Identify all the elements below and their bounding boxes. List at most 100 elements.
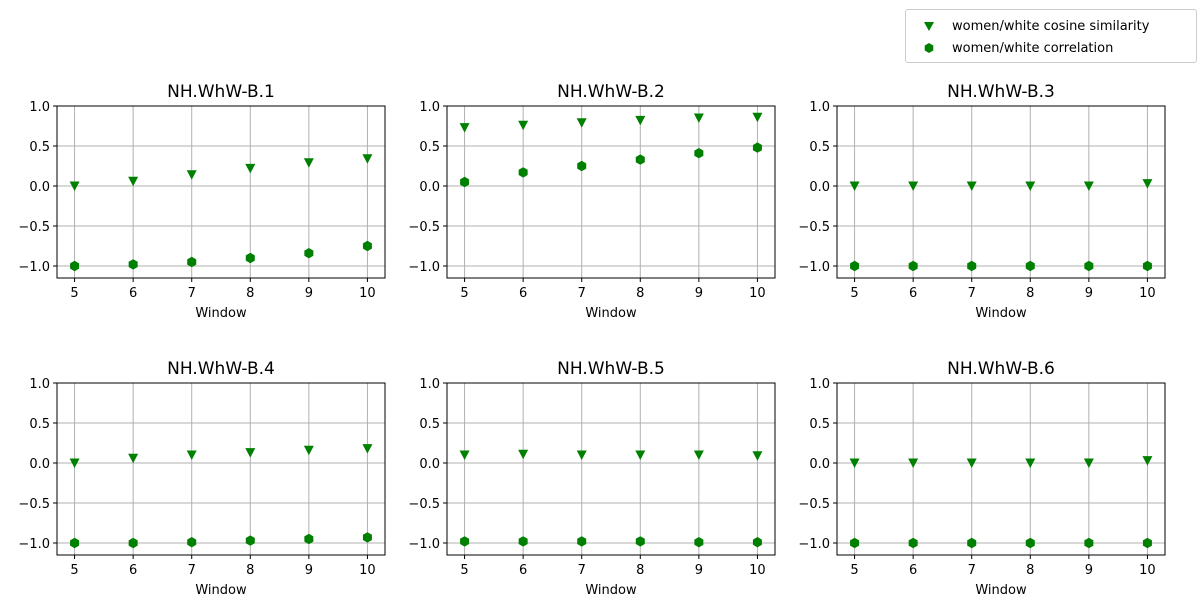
- x-tick-label: 9: [695, 563, 703, 578]
- correlation-point: [577, 160, 587, 172]
- y-tick-label: 0.0: [809, 457, 830, 472]
- cosine-similarity-point: [69, 181, 80, 191]
- cosine-similarity-point: [849, 458, 860, 468]
- correlation-point: [908, 260, 918, 272]
- correlation-point: [518, 536, 528, 547]
- y-tick-label: −1.0: [408, 537, 440, 552]
- correlation-point: [850, 260, 860, 272]
- legend-label: women/white cosine similarity: [952, 18, 1150, 34]
- x-tick-label: 8: [636, 286, 644, 301]
- x-tick-label: 10: [749, 286, 766, 301]
- x-axis-label: Window: [585, 306, 637, 321]
- y-tick-label: 0.5: [29, 417, 50, 432]
- cosine-similarity-point: [303, 445, 314, 456]
- x-tick-label: 6: [519, 563, 527, 578]
- correlation-point: [362, 240, 372, 252]
- cosine-similarity-point: [635, 450, 646, 460]
- x-tick-label: 8: [246, 286, 254, 301]
- x-tick-label: 6: [129, 563, 137, 578]
- y-tick-label: −0.5: [18, 220, 50, 235]
- cosine-similarity-point: [1083, 458, 1094, 468]
- y-tick-label: 1.0: [809, 100, 830, 115]
- correlation-point: [635, 536, 645, 547]
- correlation-point: [128, 537, 138, 549]
- axes-frame: [446, 105, 776, 279]
- correlation-point: [518, 167, 528, 178]
- triangle-down-marker-icon: [906, 15, 952, 37]
- y-tick-label: 1.0: [29, 100, 50, 115]
- x-tick-label: 7: [968, 563, 976, 578]
- subplot-5: 5 6 7 8 9 10 −1.0 −0.5 0.0 0.5 1.0 NH.WhW-B.5 Window: [408, 359, 776, 598]
- x-tick-label: 8: [246, 563, 254, 578]
- y-tick-label: 0.5: [29, 140, 50, 155]
- y-tick-label: 1.0: [809, 377, 830, 392]
- y-tick-label: −1.0: [408, 260, 440, 275]
- axes-frame: [836, 382, 1166, 556]
- cosine-similarity-point: [459, 450, 470, 460]
- x-tick-label: 5: [460, 286, 468, 301]
- correlation-point: [1084, 260, 1094, 272]
- cosine-similarity-point: [362, 444, 373, 454]
- hexagon-marker-icon: [906, 37, 952, 59]
- x-tick-label: 9: [1085, 563, 1093, 578]
- cosine-similarity-point: [128, 453, 139, 464]
- subplot-4: 5 6 7 8 9 10 −1.0 −0.5 0.0 0.5 1.0 NH.WhW-B.4 Window: [18, 359, 386, 598]
- x-tick-label: 6: [909, 286, 917, 301]
- cosine-similarity-point: [693, 113, 704, 123]
- cosine-similarity-point: [693, 450, 704, 460]
- x-tick-label: 5: [850, 563, 858, 578]
- subplot-title: NH.WhW-B.4: [167, 359, 275, 379]
- y-tick-label: 0.0: [29, 457, 50, 472]
- subplot-title: NH.WhW-B.1: [167, 82, 275, 102]
- x-tick-label: 5: [70, 563, 78, 578]
- x-tick-label: 10: [359, 286, 376, 301]
- x-tick-label: 10: [749, 563, 766, 578]
- x-tick-label: 7: [578, 286, 586, 301]
- x-tick-label: 5: [70, 286, 78, 301]
- correlation-point: [1142, 260, 1152, 272]
- axes-frame: [56, 105, 386, 279]
- cosine-similarity-point: [966, 458, 977, 468]
- subplot-1: 5 6 7 8 9 10 −1.0 −0.5 0.0 0.5 1.0 NH.WhW-B.1 Window: [18, 82, 386, 321]
- subplot-title: NH.WhW-B.3: [947, 82, 1055, 102]
- legend: women/white cosine similarity women/whit…: [905, 9, 1197, 63]
- x-tick-label: 10: [1139, 286, 1156, 301]
- cosine-similarity-point: [635, 115, 646, 126]
- y-tick-label: −1.0: [18, 260, 50, 275]
- y-tick-label: 0.5: [809, 140, 830, 155]
- x-axis-label: Window: [585, 583, 637, 598]
- y-tick-label: −0.5: [408, 220, 440, 235]
- correlation-point: [967, 537, 977, 549]
- x-tick-label: 7: [188, 563, 196, 578]
- correlation-point: [850, 537, 860, 549]
- y-tick-label: −1.0: [18, 537, 50, 552]
- y-tick-label: 0.0: [419, 457, 440, 472]
- y-tick-label: 1.0: [419, 377, 440, 392]
- correlation-point: [577, 536, 587, 547]
- axes-frame: [446, 382, 776, 556]
- subplot-3: 5 6 7 8 9 10 −1.0 −0.5 0.0 0.5 1.0 NH.WhW-B.3 Window: [798, 82, 1166, 321]
- legend-item-correlation: women/white correlation: [906, 37, 1113, 59]
- y-tick-label: 0.0: [29, 180, 50, 195]
- x-tick-label: 8: [636, 563, 644, 578]
- axes-frame: [56, 382, 386, 556]
- correlation-point: [967, 260, 977, 272]
- cosine-similarity-point: [69, 458, 80, 468]
- x-tick-label: 6: [909, 563, 917, 578]
- x-tick-label: 6: [519, 286, 527, 301]
- x-tick-label: 5: [460, 563, 468, 578]
- y-tick-label: 1.0: [419, 100, 440, 115]
- correlation-point: [362, 532, 372, 543]
- y-tick-label: −1.0: [798, 260, 830, 275]
- correlation-point: [245, 252, 255, 264]
- y-tick-label: 1.0: [29, 377, 50, 392]
- cosine-similarity-point: [186, 450, 197, 460]
- y-tick-label: −0.5: [408, 497, 440, 512]
- cosine-similarity-point: [362, 154, 373, 164]
- x-tick-label: 8: [1026, 563, 1034, 578]
- x-tick-label: 6: [129, 286, 137, 301]
- correlation-point: [908, 537, 918, 549]
- y-tick-label: −0.5: [798, 497, 830, 512]
- cosine-similarity-point: [908, 458, 919, 468]
- y-tick-label: 0.0: [809, 180, 830, 195]
